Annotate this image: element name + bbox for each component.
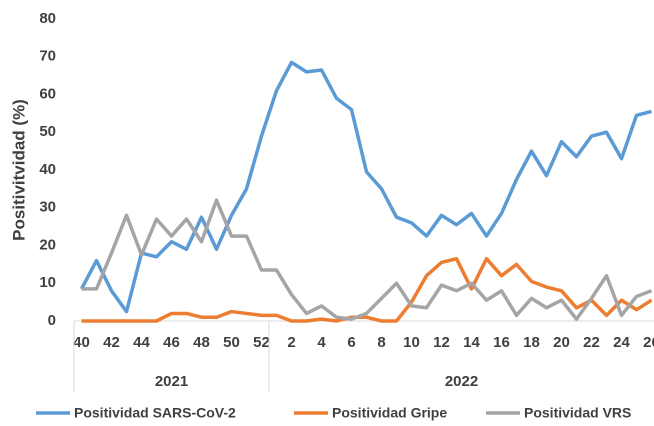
- x-group-label: 2021: [155, 373, 188, 390]
- x-tick-label: 44: [133, 334, 150, 351]
- y-tick-label: 60: [39, 85, 56, 102]
- x-tick-label: 50: [223, 334, 240, 351]
- legend-label: Positividad Gripe: [332, 405, 447, 421]
- y-tick-label: 10: [39, 274, 56, 291]
- x-tick-label: 48: [193, 334, 210, 351]
- x-tick-label: 10: [403, 334, 420, 351]
- x-tick-label: 24: [613, 334, 630, 351]
- x-group-label: 2022: [445, 373, 478, 390]
- x-tick-label: 20: [553, 334, 570, 351]
- legend-label: Positividad VRS: [524, 405, 631, 421]
- x-tick-label: 42: [103, 334, 120, 351]
- x-tick-label: 18: [523, 334, 540, 351]
- x-tick-label: 14: [463, 334, 480, 351]
- x-tick-label: 6: [347, 334, 355, 351]
- y-tick-label: 30: [39, 199, 56, 216]
- x-tick-label: 12: [433, 334, 450, 351]
- x-tick-label: 4: [317, 334, 326, 351]
- y-tick-label: 20: [39, 236, 56, 253]
- x-tick-label: 46: [163, 334, 180, 351]
- y-tick-label: 50: [39, 123, 56, 140]
- legend-label: Positividad SARS-CoV-2: [74, 405, 236, 421]
- y-tick-label: 0: [48, 312, 56, 329]
- y-tick-label: 70: [39, 48, 56, 65]
- x-tick-label: 52: [253, 334, 270, 351]
- x-tick-label: 2: [287, 334, 295, 351]
- x-tick-label: 16: [493, 334, 510, 351]
- series-line: [81, 198, 653, 321]
- y-tick-label: 80: [39, 10, 56, 27]
- x-tick-label: 40: [73, 334, 90, 351]
- y-axis-title: Positivitvidad (%): [9, 99, 28, 241]
- series-line: [81, 256, 653, 323]
- x-tick-label: 8: [377, 334, 385, 351]
- y-tick-label: 40: [39, 161, 56, 178]
- x-tick-label: 22: [583, 334, 600, 351]
- series-line: [79, 60, 652, 314]
- x-tick-label: 26: [643, 334, 654, 351]
